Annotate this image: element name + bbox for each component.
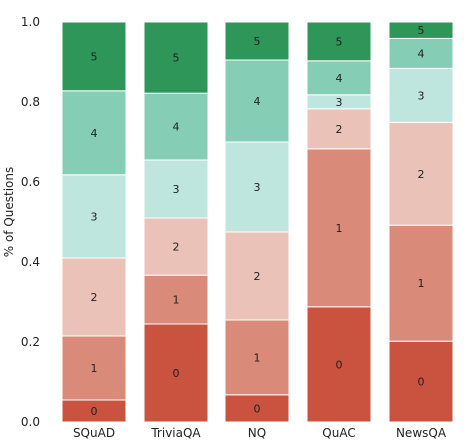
bar-segment [224,394,290,423]
bar-segment [61,90,127,176]
segment-label: 0 [418,376,425,389]
bar-segment [143,217,209,276]
x-tick-label: QuAC [322,426,355,440]
bar-segment [143,274,209,325]
segment-label: 1 [173,294,180,307]
bar-segment [306,306,372,423]
bar-segment [224,141,290,233]
segment-label: 1 [418,277,425,290]
x-tick-label: NQ [248,426,266,440]
bar-segment [61,335,127,401]
bar-segment [388,121,454,226]
y-axis-label: % of Questions [2,167,16,258]
bar-segment [224,319,290,396]
bar-stack: 0 1 2 3 4 5 [143,21,209,423]
bar-stack: 0 1 2 3 4 5 [224,21,290,423]
bar-stack: 0 1 2 3 4 5 [61,21,127,423]
bar-segment [306,148,372,308]
segment-label: 4 [173,121,180,134]
segment-label: 2 [173,241,180,254]
x-axis: SQuAD TriviaQA NQ QuAC NewsQA [73,426,447,440]
segment-label: 0 [173,367,180,380]
segment-label: 4 [336,72,343,85]
bar-segment [306,108,372,150]
segment-label: 1 [91,362,98,375]
segment-label: 5 [336,35,343,48]
y-tick-label: 0.6 [21,175,40,189]
x-tick-label: NewsQA [396,426,447,440]
bar-segment [388,340,454,423]
segment-label: 4 [254,95,261,108]
bar-segment [61,174,127,259]
segment-label: 2 [254,270,261,283]
bars: 0 1 2 3 4 5 0 1 2 3 4 5 0 1 2 3 4 5 0 1 2 3 4 5 0 1 2 3 4 5 [61,21,454,423]
segment-label: 3 [254,181,261,194]
bar-segment [224,59,290,143]
segment-label: 0 [336,358,343,371]
bar-segment [388,67,454,123]
segment-label: 1 [336,222,343,235]
segment-label: 2 [91,291,98,304]
segment-label: 5 [254,35,261,48]
bar-stack: 0 1 2 3 4 5 [388,21,454,423]
y-tick-label: 0.8 [21,95,40,109]
y-tick-label: 0.4 [21,255,40,269]
bar-segment [224,231,290,321]
y-tick-label: 0.2 [21,335,40,349]
segment-label: 5 [418,24,425,37]
y-tick-label: 0.0 [21,415,40,429]
segment-label: 5 [173,52,180,65]
segment-label: 3 [173,183,180,196]
segment-label: 3 [91,210,98,223]
segment-label: 0 [91,405,98,418]
segment-label: 1 [254,351,261,364]
segment-label: 4 [91,127,98,140]
segment-label: 3 [418,89,425,102]
x-tick-label: SQuAD [73,426,115,440]
bar-stack: 0 1 2 3 4 5 [306,21,372,423]
segment-label: 2 [336,123,343,136]
segment-label: 0 [254,402,261,415]
bar-segment [224,21,290,61]
bar-segment [143,323,209,423]
bar-segment [306,21,372,62]
bar-segment [306,60,372,96]
segment-label: 5 [91,50,98,63]
y-axis: 0.0 0.2 0.4 0.6 0.8 1.0 [21,15,40,429]
y-tick-label: 1.0 [21,15,40,29]
segment-label: 3 [336,96,343,109]
bar-segment [143,159,209,219]
bar-segment [143,21,209,94]
segment-label: 4 [418,47,425,60]
segment-label: 2 [418,168,425,181]
x-tick-label: TriviaQA [150,426,201,440]
bar-segment [61,21,127,92]
bar-segment [388,21,454,39]
